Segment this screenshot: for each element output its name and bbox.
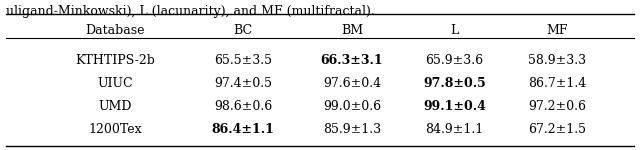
Text: 99.1±0.4: 99.1±0.4 — [423, 100, 486, 113]
Text: UMD: UMD — [99, 100, 132, 113]
Text: 84.9±1.1: 84.9±1.1 — [425, 123, 484, 136]
Text: 86.7±1.4: 86.7±1.4 — [527, 77, 586, 90]
Text: 67.2±1.5: 67.2±1.5 — [528, 123, 586, 136]
Text: 97.8±0.5: 97.8±0.5 — [423, 77, 486, 90]
Text: 85.9±1.3: 85.9±1.3 — [323, 123, 381, 136]
Text: MF: MF — [546, 24, 568, 36]
Text: Database: Database — [86, 24, 145, 36]
Text: 66.3±3.1: 66.3±3.1 — [321, 54, 383, 66]
Text: uligand-Minkowski), L (lacunarity), and MF (multifractal).: uligand-Minkowski), L (lacunarity), and … — [6, 4, 375, 18]
Text: 86.4±1.1: 86.4±1.1 — [212, 123, 275, 136]
Text: 97.6±0.4: 97.6±0.4 — [323, 77, 381, 90]
Text: 65.9±3.6: 65.9±3.6 — [426, 54, 483, 66]
Text: UIUC: UIUC — [97, 77, 133, 90]
Text: 99.0±0.6: 99.0±0.6 — [323, 100, 381, 113]
Text: 98.6±0.6: 98.6±0.6 — [214, 100, 273, 113]
Text: BC: BC — [234, 24, 253, 36]
Text: 1200Tex: 1200Tex — [88, 123, 142, 136]
Text: 97.2±0.6: 97.2±0.6 — [528, 100, 586, 113]
Text: 58.9±3.3: 58.9±3.3 — [528, 54, 586, 66]
Text: 65.5±3.5: 65.5±3.5 — [214, 54, 272, 66]
Text: L: L — [451, 24, 458, 36]
Text: KTHTIPS-2b: KTHTIPS-2b — [76, 54, 155, 66]
Text: BM: BM — [341, 24, 363, 36]
Text: 97.4±0.5: 97.4±0.5 — [214, 77, 272, 90]
